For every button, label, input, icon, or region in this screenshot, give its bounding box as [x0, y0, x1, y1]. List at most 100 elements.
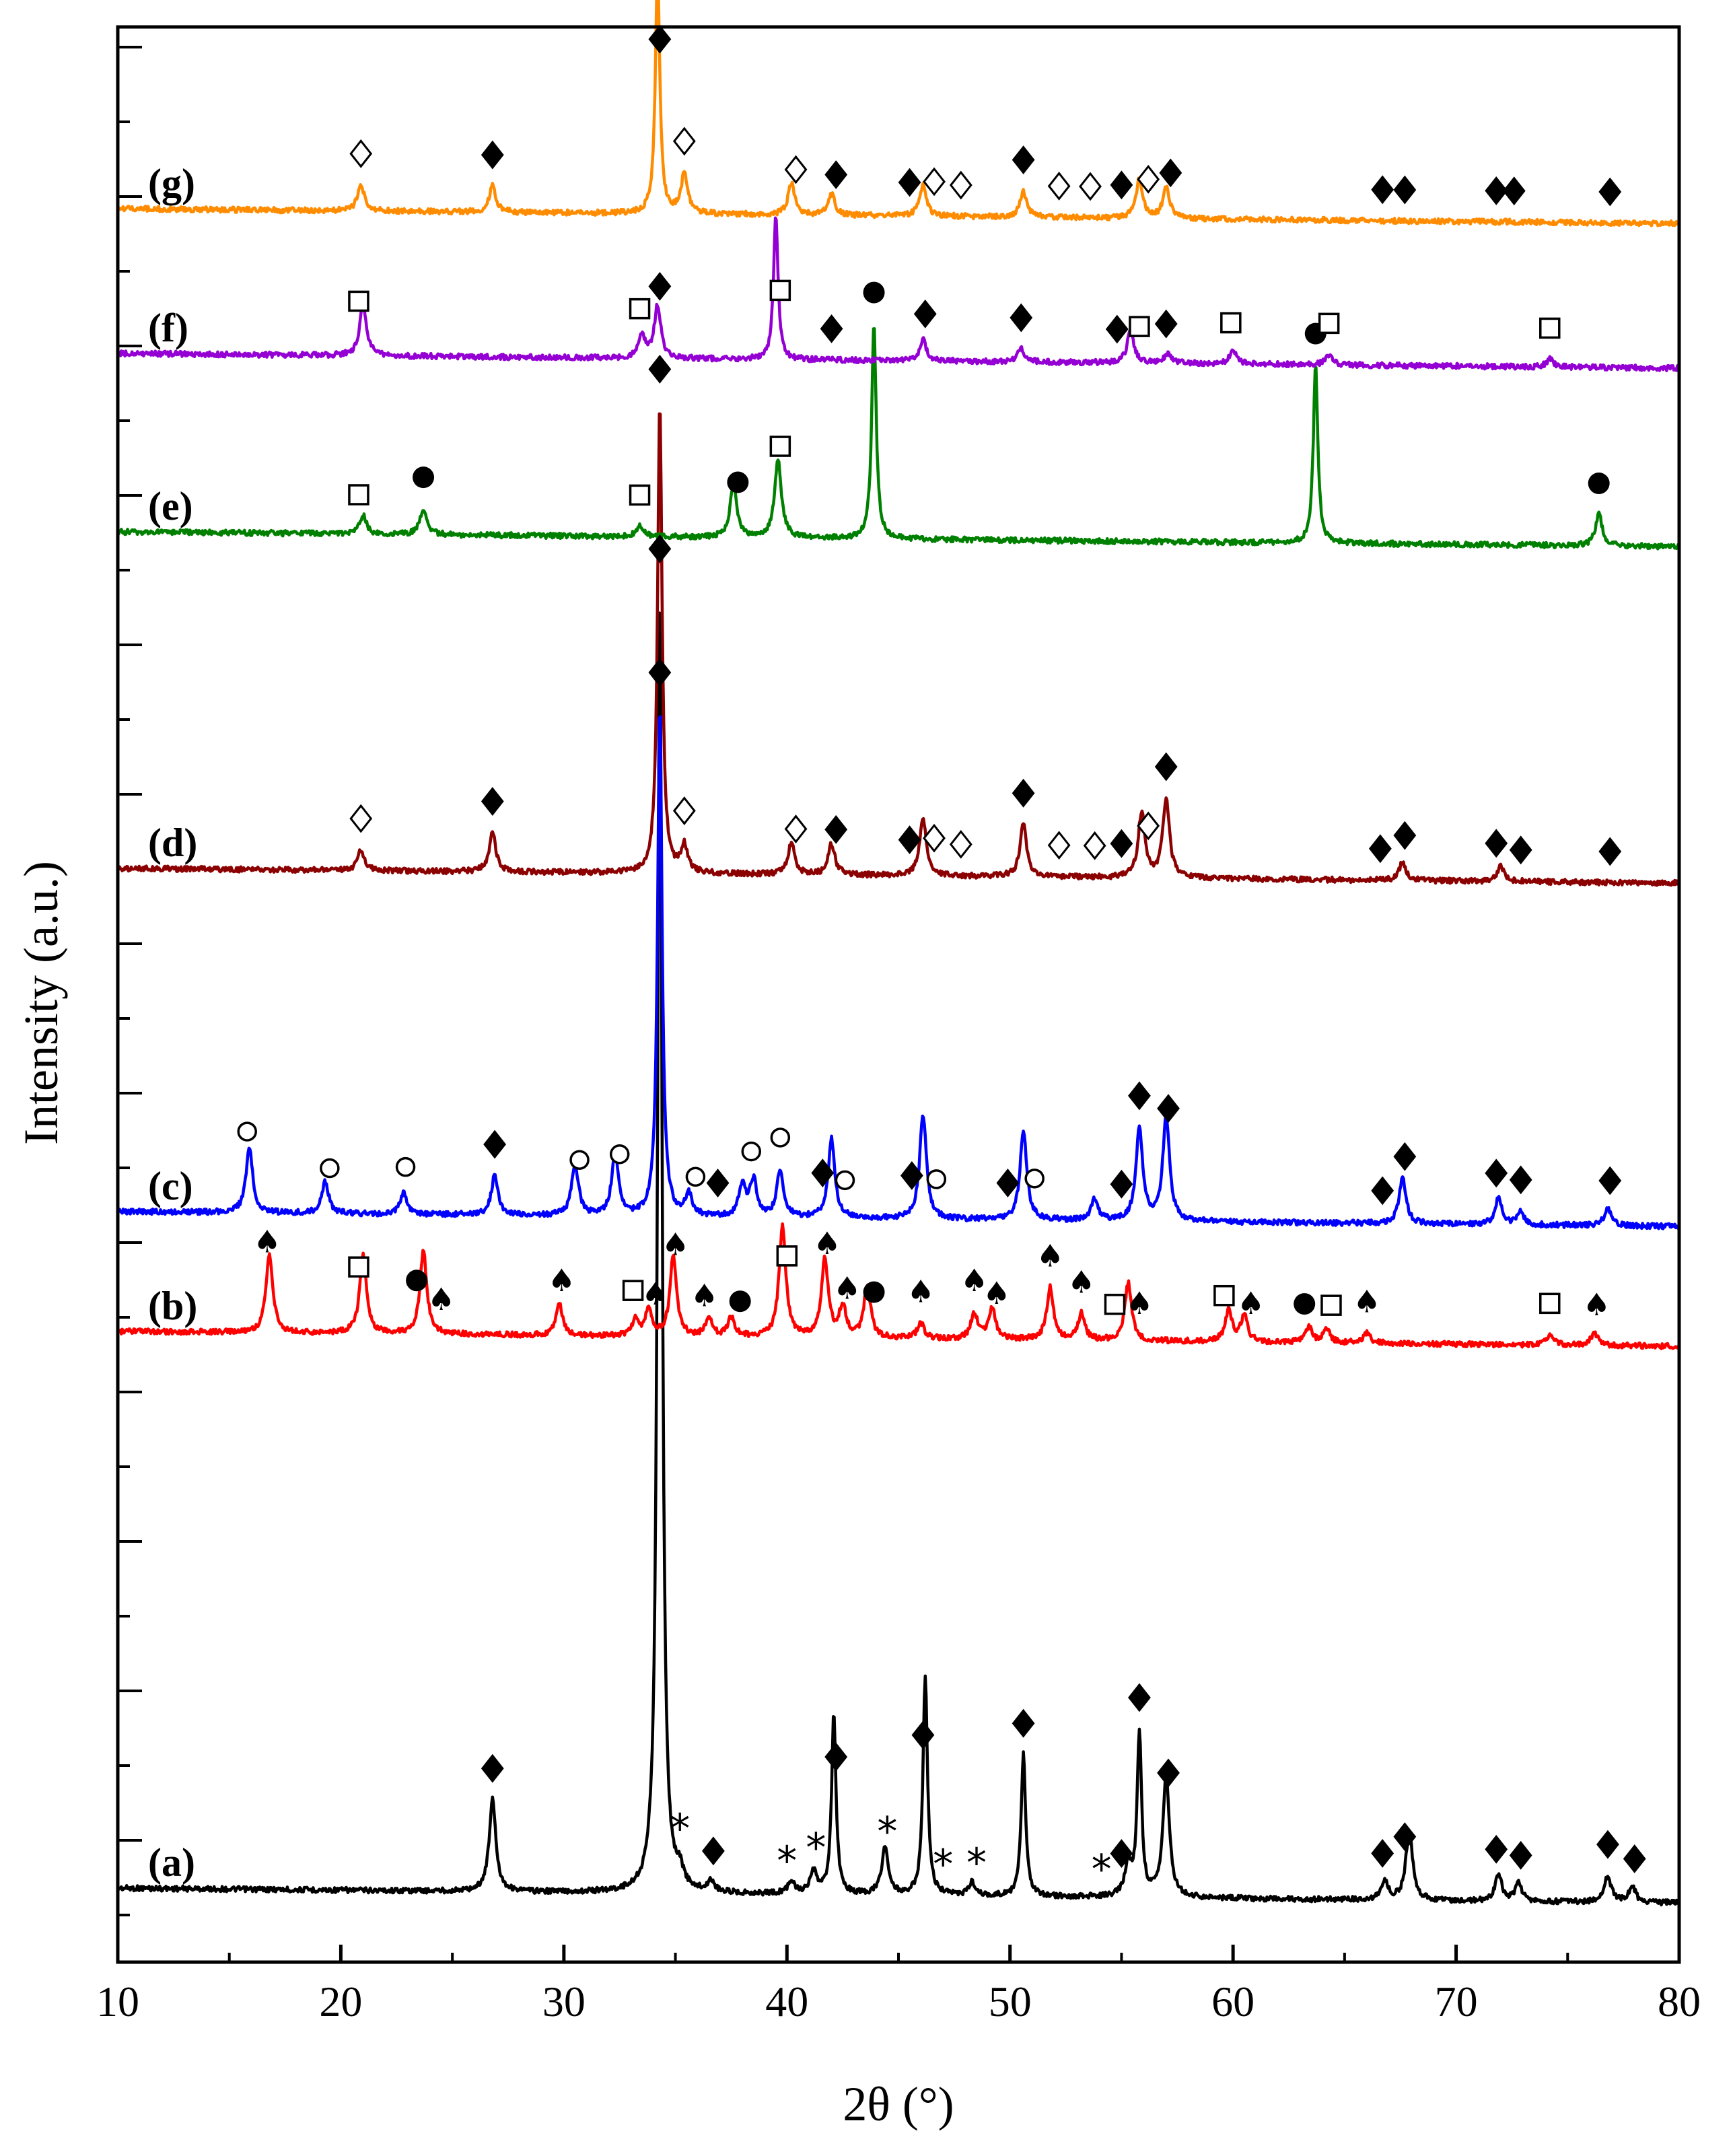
marker-diamond-filled: [1012, 1708, 1035, 1738]
marker-diamond-filled: [1509, 1840, 1532, 1870]
marker-spade: ♠: [833, 1270, 861, 1307]
marker-diamond-filled: [1371, 1176, 1394, 1206]
marker-diamond-filled: [1598, 177, 1622, 207]
series-label-a: (a): [148, 1840, 195, 1885]
marker-circle-open: [741, 1141, 762, 1162]
marker-diamond-filled: [1509, 835, 1532, 865]
marker-spade: ♠: [1125, 1285, 1153, 1321]
marker-square-open: [629, 484, 651, 506]
x-axis-ticks: 10 20 30 40 50 60 70 80: [96, 1945, 1701, 2025]
marker-spade: ♠: [1237, 1285, 1265, 1321]
series-label-e: (e): [148, 484, 193, 528]
series-labels: (a) (b) (c) (d) (e) (f) (g): [148, 161, 197, 1885]
marker-spade: ♠: [960, 1262, 988, 1298]
marker-asterisk: *: [670, 1805, 690, 1852]
marker-square-open: [622, 1280, 644, 1301]
y-axis-ticks: [118, 46, 142, 1916]
marker-asterisk: *: [933, 1841, 953, 1888]
marker-diamond-filled: [1368, 834, 1392, 864]
marker-asterisk: *: [806, 1824, 826, 1871]
marker-diamond-filled: [481, 1753, 504, 1783]
marker-diamond-filled: [706, 1169, 730, 1197]
marker-spade: ♠: [1353, 1284, 1380, 1320]
y-axis-title: Intensity (a.u.): [14, 861, 68, 1145]
marker-diamond-filled: [1598, 1166, 1622, 1195]
marker-square-open: [1104, 1294, 1126, 1315]
trace-e: [116, 327, 1681, 551]
marker-spade: ♠: [641, 1276, 669, 1312]
marker-diamond-filled: [1110, 829, 1133, 858]
phase-markers: ** * ** * *♠♠♠ ♠♠♠♠♠ ♠ ♠♠♠♠♠ ♠ ♠ ♠: [237, 24, 1646, 1893]
marker-diamond-filled: [1157, 1758, 1180, 1788]
marker-spade: ♠: [427, 1281, 455, 1317]
marker-diamond-filled: [824, 814, 848, 844]
marker-circle-filled: [1294, 1293, 1316, 1315]
marker-circle-open: [569, 1150, 590, 1170]
marker-square-open: [629, 298, 651, 320]
x-axis-title: 2θ (°): [843, 2077, 954, 2131]
marker-diamond-filled: [1371, 1838, 1394, 1868]
series-label-f: (f): [148, 306, 188, 350]
marker-diamond-open: [949, 170, 972, 200]
series-label-g: (g): [148, 161, 195, 205]
marker-square-open: [1213, 1284, 1235, 1307]
marker-circle-open: [685, 1167, 706, 1187]
marker-square-open: [348, 1256, 369, 1278]
marker-diamond-filled: [1105, 314, 1129, 344]
x-tick-label-50: 50: [989, 1978, 1032, 2025]
marker-diamond-filled: [898, 168, 921, 197]
marker-diamond-open: [1079, 172, 1102, 201]
marker-diamond-filled: [1485, 1834, 1508, 1864]
marker-diamond-filled: [1393, 1822, 1417, 1852]
marker-circle-open: [770, 1127, 791, 1148]
marker-square-open: [769, 436, 791, 457]
marker-spade: ♠: [662, 1226, 689, 1262]
marker-square-open: [1220, 312, 1242, 334]
marker-diamond-filled: [1110, 1169, 1133, 1199]
marker-asterisk: *: [877, 1808, 897, 1855]
marker-spade: ♠: [691, 1277, 718, 1313]
marker-diamond-filled: [648, 24, 672, 54]
marker-diamond-open: [672, 127, 696, 156]
x-tick-label-30: 30: [542, 1978, 586, 2025]
x-tick-label-40: 40: [765, 1978, 808, 2025]
marker-spade: ♠: [253, 1223, 281, 1259]
marker-diamond-filled: [1502, 176, 1526, 206]
marker-diamond-filled: [1623, 1844, 1646, 1873]
marker-diamond-filled: [1159, 158, 1182, 188]
marker-diamond-open: [349, 804, 373, 833]
marker-diamond-filled: [648, 534, 672, 563]
marker-diamond-filled: [1509, 1165, 1532, 1195]
marker-diamond-filled: [1154, 309, 1178, 339]
series-label-d: (d): [148, 821, 197, 865]
x-tick-label-80: 80: [1658, 1978, 1701, 2025]
marker-diamond-open: [784, 814, 808, 843]
marker-diamond-filled: [1393, 1142, 1417, 1171]
marker-diamond-open: [1137, 164, 1160, 194]
trace-d: [117, 412, 1681, 887]
marker-circle-open: [1024, 1169, 1045, 1189]
marker-diamond-filled: [824, 1742, 848, 1772]
marker-diamond-filled: [481, 787, 504, 816]
marker-diamond-filled: [1110, 170, 1133, 200]
marker-diamond-filled: [824, 160, 848, 189]
marker-asterisk: *: [966, 1840, 987, 1887]
marker-diamond-open: [923, 167, 946, 197]
marker-asterisk: *: [1092, 1846, 1112, 1893]
marker-spade: ♠: [1036, 1238, 1064, 1274]
marker-circle-filled: [729, 1290, 751, 1313]
marker-diamond-open: [1047, 831, 1071, 860]
marker-square-open: [1320, 1294, 1342, 1316]
marker-diamond-filled: [483, 1129, 507, 1159]
marker-diamond-open: [672, 796, 696, 825]
marker-diamond-filled: [1128, 1683, 1151, 1712]
marker-spade: ♠: [907, 1273, 935, 1309]
trace-f: [116, 216, 1681, 372]
marker-diamond-filled: [1012, 145, 1035, 174]
marker-square-open: [348, 290, 369, 312]
marker-circle-filled: [863, 281, 885, 304]
marker-diamond-filled: [1596, 1830, 1619, 1859]
marker-circle-filled: [413, 466, 435, 489]
marker-diamond-open: [1047, 172, 1071, 201]
marker-diamond-filled: [481, 140, 504, 170]
